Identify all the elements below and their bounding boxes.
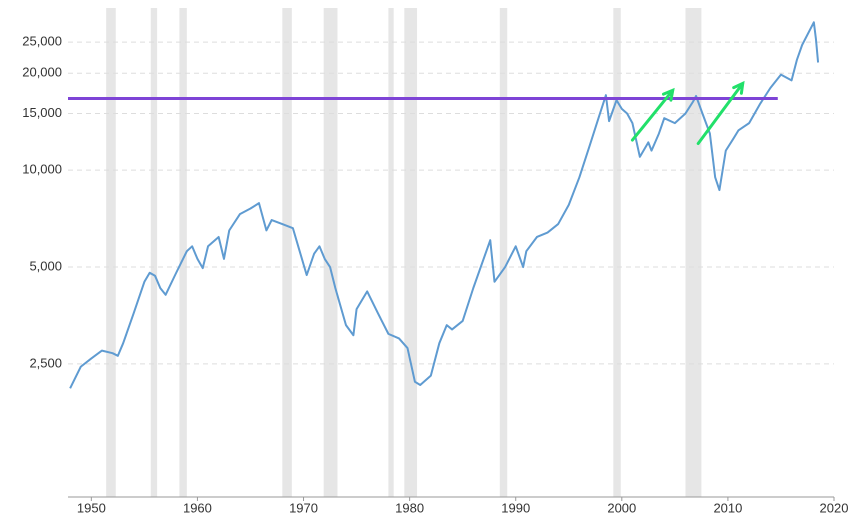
y-tick-label: 10,000 [22, 162, 62, 177]
y-tick-label: 15,000 [22, 105, 62, 120]
data-line [69, 21, 820, 389]
y-tick-label: 2,500 [29, 355, 62, 370]
y-tick-label: 25,000 [22, 34, 62, 49]
shaded-period [613, 8, 621, 497]
trend-arrow [630, 87, 675, 142]
shaded-period [388, 8, 394, 497]
shaded-period [282, 8, 292, 497]
shaded-period [685, 8, 702, 497]
y-tick-label: 20,000 [22, 65, 62, 80]
x-tick-label: 2010 [713, 500, 742, 515]
shaded-period [323, 8, 338, 497]
x-tick-label: 2020 [820, 500, 849, 515]
y-tick-label: 5,000 [29, 258, 62, 273]
x-tick-label: 1970 [289, 500, 318, 515]
x-tick-label: 1950 [77, 500, 106, 515]
x-tick-label: 1990 [501, 500, 530, 515]
shaded-period [499, 8, 508, 497]
trend-arrow [696, 80, 745, 146]
shaded-period [404, 8, 418, 497]
shaded-period [106, 8, 116, 497]
x-tick-label: 1960 [183, 500, 212, 515]
x-tick-label: 2000 [607, 500, 636, 515]
shaded-period [150, 8, 158, 497]
x-tick-label: 1980 [395, 500, 424, 515]
shaded-period [179, 8, 187, 497]
